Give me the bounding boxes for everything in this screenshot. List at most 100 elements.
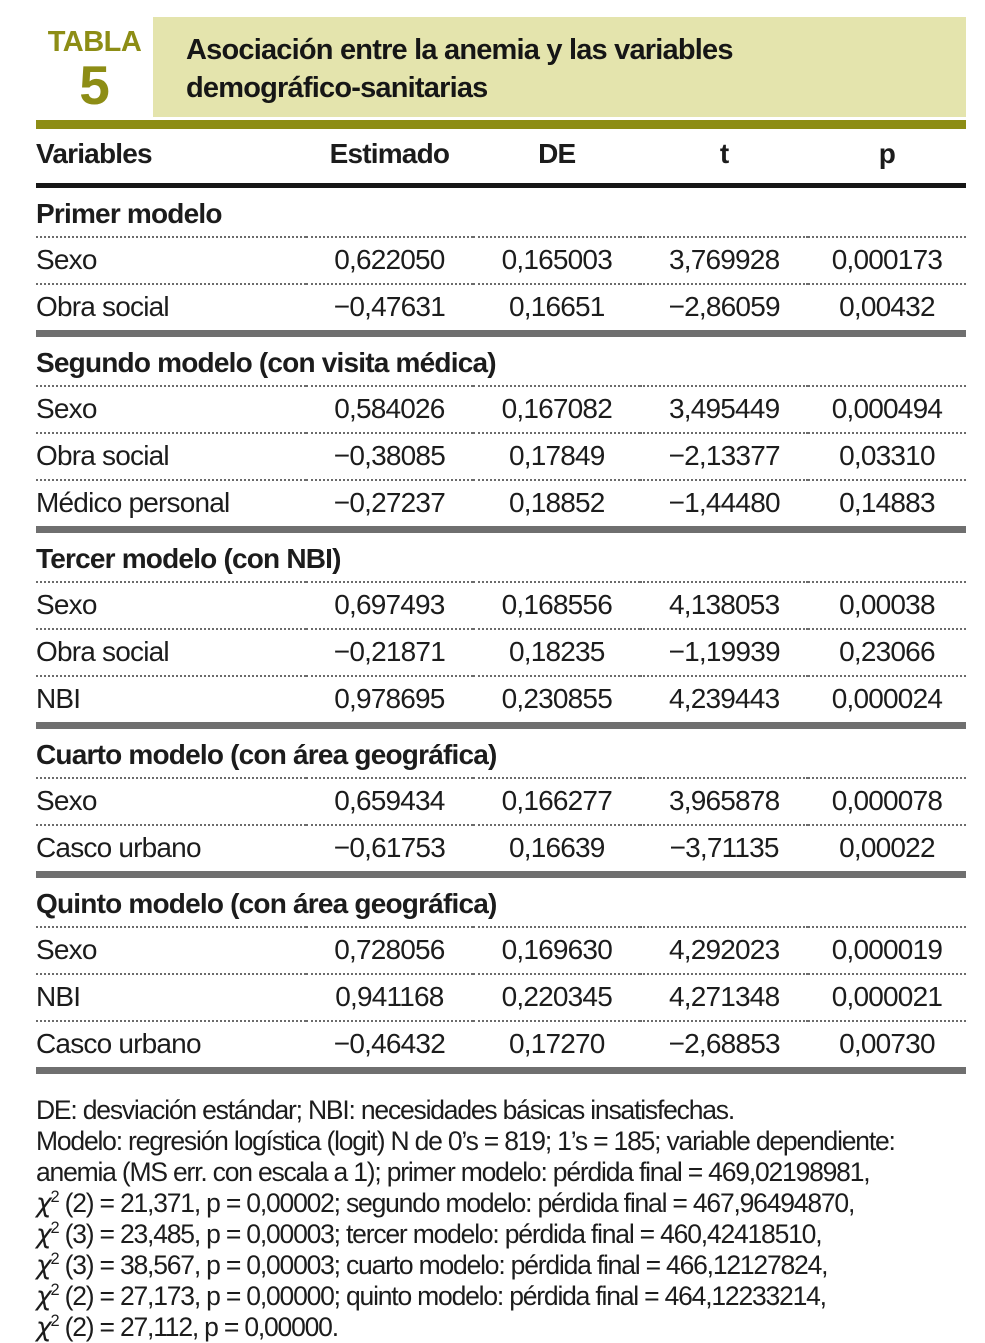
table-row: Sexo 0,659434 0,166277 3,965878 0,000078: [36, 777, 966, 825]
table-row: Casco urbano −0,46432 0,17270 −2,68853 0,007…: [36, 1020, 966, 1071]
cell-p: 0,000019: [807, 926, 966, 974]
table-row: Sexo 0,728056 0,169630 4,292023 0,000019: [36, 926, 966, 974]
cell-de: 0,165003: [473, 236, 641, 284]
cell-t: 3,495449: [640, 385, 808, 433]
cell-estimado: −0,38085: [305, 432, 474, 480]
table-row: Obra social −0,21871 0,18235 −1,19939 0,2306…: [36, 628, 966, 676]
cell-estimado: −0,27237: [305, 479, 474, 530]
cell-estimado: 0,697493: [305, 581, 474, 629]
results-table-body: Primer modelo Sexo 0,622050 0,165003 3,76992…: [36, 186, 966, 1071]
footnote-line: Modelo: regresión logística (logit) N de…: [36, 1126, 896, 1156]
cell-de: 0,220345: [473, 973, 641, 1021]
cell-p: 0,03310: [807, 432, 966, 480]
footnotes: DE: desviación estándar; NBI: necesidade…: [36, 1095, 966, 1343]
cell-estimado: 0,728056: [305, 926, 474, 974]
cell-t: −2,13377: [640, 432, 808, 480]
column-header-de: DE: [473, 129, 641, 188]
cell-t: 4,138053: [640, 581, 808, 629]
cell-t: 4,292023: [640, 926, 808, 974]
cell-de: 0,18235: [473, 628, 641, 676]
cell-de: 0,230855: [473, 675, 641, 726]
cell-p: 0,000494: [807, 385, 966, 433]
cell-t: 3,965878: [640, 777, 808, 825]
cell-variable: NBI: [36, 973, 306, 1021]
section-title: Segundo modelo (con visita médica): [36, 330, 966, 386]
cell-p: 0,00730: [807, 1020, 966, 1071]
cell-de: 0,17849: [473, 432, 641, 480]
table-header: TABLA 5 Asociación entre la anemia y las…: [36, 17, 966, 117]
cell-p: 0,00022: [807, 824, 966, 875]
table-label: TABLA: [47, 26, 142, 58]
section-header-row: Segundo modelo (con visita médica): [36, 330, 966, 386]
cell-p: 0,00038: [807, 581, 966, 629]
column-header-t: t: [640, 129, 808, 188]
cell-p: 0,14883: [807, 479, 966, 530]
section-title: Tercer modelo (con NBI): [36, 526, 966, 582]
cell-variable: Sexo: [36, 926, 306, 974]
table-title-line-1: Asociación entre la anemia y las variabl…: [186, 34, 734, 66]
section-title: Primer modelo: [36, 198, 222, 229]
cell-t: −3,71135: [640, 824, 808, 875]
cell-de: 0,16651: [473, 283, 641, 334]
cell-p: 0,00432: [807, 283, 966, 334]
cell-variable: Sexo: [36, 236, 306, 284]
footnote-line: χ2 (2) = 21,371, p = 0,00002; segundo mo…: [36, 1188, 855, 1219]
chi-symbol: χ: [36, 1188, 52, 1219]
table-row: NBI 0,978695 0,230855 4,239443 0,000024: [36, 675, 966, 726]
cell-t: −2,68853: [640, 1020, 808, 1071]
table-row: Casco urbano −0,61753 0,16639 −3,71135 0,000…: [36, 824, 966, 875]
olive-divider-bar: [36, 120, 966, 129]
cell-p: 0,23066: [807, 628, 966, 676]
cell-t: 4,239443: [640, 675, 808, 726]
cell-variable: Sexo: [36, 581, 306, 629]
table-row: Sexo 0,622050 0,165003 3,769928 0,000173: [36, 236, 966, 284]
section-header-row: Tercer modelo (con NBI): [36, 526, 966, 582]
cell-de: 0,18852: [473, 479, 641, 530]
footnote-line: χ2 (2) = 27,112, p = 0,00000.: [36, 1312, 339, 1343]
cell-estimado: −0,47631: [305, 283, 474, 334]
cell-p: 0,000078: [807, 777, 966, 825]
cell-t: 4,271348: [640, 973, 808, 1021]
section-header-row: Cuarto modelo (con área geográfica): [36, 722, 966, 778]
section-title: Cuarto modelo (con área geográfica): [36, 722, 966, 778]
cell-de: 0,16639: [473, 824, 641, 875]
table-row: NBI 0,941168 0,220345 4,271348 0,000021: [36, 973, 966, 1021]
results-table-head: Variables Estimado DE t p: [36, 129, 966, 188]
chi-symbol: χ: [36, 1281, 52, 1312]
section-header-row: Quinto modelo (con área geográfica): [36, 871, 966, 927]
cell-de: 0,169630: [473, 926, 641, 974]
chi-exponent: 2: [50, 1188, 59, 1207]
footnote-line: χ2 (3) = 23,485, p = 0,00003; tercer mod…: [36, 1219, 823, 1250]
cell-estimado: 0,978695: [305, 675, 474, 726]
cell-de: 0,167082: [473, 385, 641, 433]
cell-t: −1,19939: [640, 628, 808, 676]
cell-variable: Obra social: [36, 432, 306, 480]
table-label-block: TABLA 5: [36, 17, 153, 117]
column-header-variables: Variables: [36, 129, 306, 188]
table-row: Médico personal −0,27237 0,18852 −1,44480 0,…: [36, 479, 966, 530]
chi-exponent: 2: [50, 1312, 59, 1331]
column-header-estimado: Estimado: [305, 129, 474, 188]
chi-symbol: χ: [36, 1250, 52, 1281]
chi-symbol: χ: [36, 1219, 52, 1250]
cell-p: 0,000173: [807, 236, 966, 284]
results-table: Variables Estimado DE t p Primer modelo S…: [36, 129, 966, 1074]
section-header-row: Primer modelo: [36, 186, 966, 238]
cell-t: 3,769928: [640, 236, 808, 284]
cell-estimado: −0,21871: [305, 628, 474, 676]
cell-variable: Casco urbano: [36, 1020, 306, 1071]
chi-exponent: 2: [50, 1281, 59, 1300]
table-row: Obra social −0,38085 0,17849 −2,13377 0,0331…: [36, 432, 966, 480]
footnote-line: χ2 (3) = 38,567, p = 0,00003; cuarto mod…: [36, 1250, 828, 1281]
cell-p: 0,000021: [807, 973, 966, 1021]
cell-estimado: −0,46432: [305, 1020, 474, 1071]
cell-estimado: 0,941168: [305, 973, 474, 1021]
table-number: 5: [79, 54, 110, 116]
table-title-line-2: demográfico-sanitarias: [186, 72, 488, 104]
footnote-line: χ2 (2) = 27,173, p = 0,00000; quinto mod…: [36, 1281, 827, 1312]
footnote-line: anemia (MS err. con escala a 1); primer …: [36, 1157, 871, 1187]
cell-variable: Médico personal: [36, 479, 306, 530]
cell-de: 0,168556: [473, 581, 641, 629]
cell-estimado: 0,659434: [305, 777, 474, 825]
